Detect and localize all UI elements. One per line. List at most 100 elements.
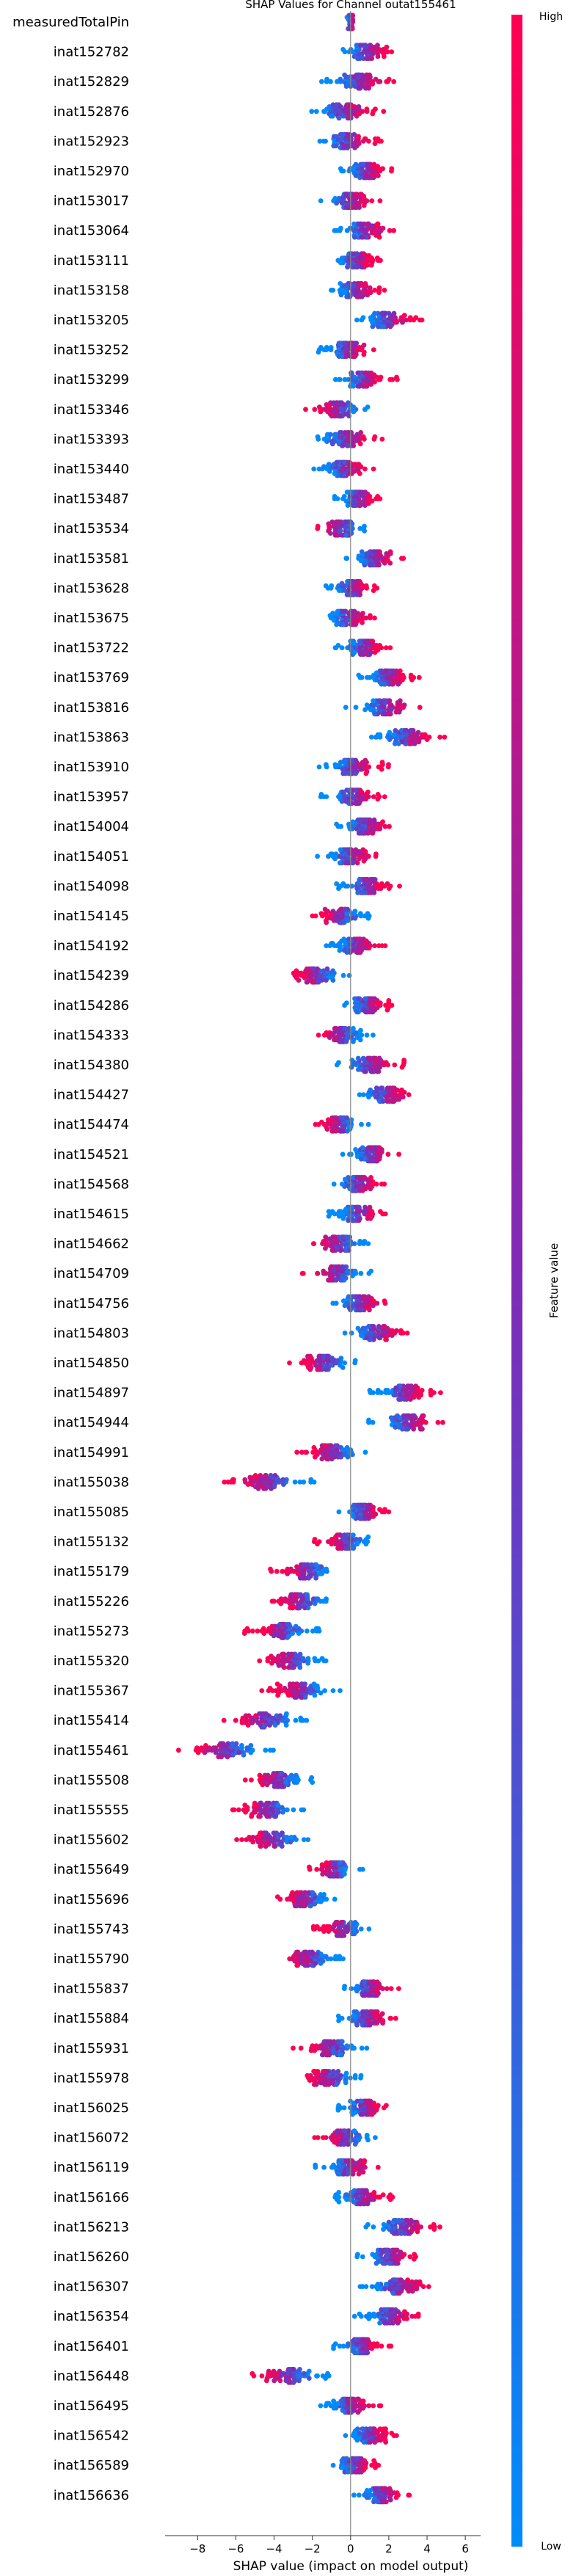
shap-point [341, 145, 346, 150]
shap-point [362, 856, 368, 862]
shap-point [249, 1813, 255, 1819]
shap-point [367, 817, 373, 823]
shap-point [343, 2070, 349, 2076]
shap-point [358, 558, 364, 564]
shap-point [320, 1958, 326, 1964]
shap-point [389, 1333, 395, 1338]
shap-point [387, 698, 393, 704]
shap-point [368, 549, 373, 555]
shap-point [343, 798, 349, 804]
shap-point [315, 1951, 320, 1957]
shap-point [347, 74, 353, 80]
shap-point [299, 1961, 305, 1966]
shap-point [352, 341, 357, 346]
shap-point [341, 2142, 347, 2147]
shap-point [372, 434, 378, 440]
shap-point [312, 407, 318, 412]
shap-point [305, 1592, 310, 1598]
shap-point [339, 1277, 345, 1283]
shap-point [342, 757, 348, 763]
shap-point [277, 1713, 283, 1719]
shap-point [307, 1367, 313, 1372]
shap-point [368, 370, 374, 376]
shap-point [325, 1456, 331, 1462]
shap-point [321, 1892, 327, 1897]
shap-point [324, 76, 329, 82]
shap-point [349, 1986, 354, 1992]
shap-point [319, 1456, 325, 1462]
shap-point [337, 860, 343, 866]
shap-point [381, 109, 387, 114]
shap-point [332, 471, 338, 476]
shap-point [376, 698, 382, 704]
shap-point [367, 674, 373, 680]
shap-point [395, 741, 401, 746]
shap-point [199, 1745, 204, 1751]
shap-point [380, 166, 385, 172]
shap-point [334, 2082, 340, 2087]
shap-point [343, 1115, 349, 1121]
shap-point [357, 1294, 362, 1300]
shap-point [397, 884, 402, 889]
shap-point [339, 1920, 345, 1925]
shap-point [357, 1537, 363, 1542]
shap-point [382, 823, 388, 829]
shap-point [356, 996, 362, 1002]
shap-point [365, 911, 371, 917]
shap-point [334, 459, 340, 465]
shap-point [298, 1890, 304, 1896]
shap-point [393, 2015, 398, 2021]
shap-point [319, 1571, 324, 1576]
shap-point [271, 1844, 277, 1849]
shap-point [213, 1745, 218, 1751]
shap-point [294, 1564, 299, 1570]
shap-point [351, 2045, 357, 2051]
shap-point [307, 966, 313, 972]
shap-point [259, 1688, 265, 1694]
shap-point [397, 668, 403, 674]
shap-point [314, 1866, 320, 1872]
shap-point [373, 106, 378, 112]
shap-point [343, 411, 349, 417]
shap-point [355, 890, 361, 895]
shap-point [288, 1835, 294, 1840]
shap-point [347, 341, 353, 346]
shap-point [388, 707, 394, 713]
shap-point [230, 1477, 236, 1482]
shap-point [334, 821, 339, 827]
shap-point [371, 1514, 376, 1519]
shap-point [242, 1778, 248, 1783]
shap-point [341, 1933, 347, 1938]
shap-point [284, 1835, 290, 1840]
shap-point [298, 2045, 304, 2051]
shap-point [338, 76, 343, 82]
shap-point [347, 787, 352, 793]
shap-point [349, 251, 354, 257]
shap-point [329, 583, 335, 589]
shap-point [257, 1772, 263, 1778]
shap-point [329, 915, 335, 921]
shap-point [368, 290, 373, 295]
shap-point [281, 1482, 286, 1487]
shap-point [341, 459, 347, 465]
shap-point [328, 531, 333, 536]
shap-point [401, 313, 407, 318]
shap-point [396, 1425, 402, 1430]
shap-point [355, 262, 361, 268]
shap-point [368, 735, 374, 740]
shap-point [315, 1686, 321, 1691]
shap-point [283, 1780, 289, 1786]
shap-point [315, 1596, 321, 1602]
shap-point [233, 1741, 239, 1747]
shap-point [343, 519, 349, 525]
shap-point [376, 324, 381, 330]
shap-point [350, 947, 356, 953]
shap-point [364, 1033, 370, 1038]
shap-point [342, 1303, 348, 1309]
shap-point [396, 1397, 401, 1402]
shap-point [328, 1243, 334, 1249]
shap-point [243, 1809, 248, 1815]
shap-point [321, 968, 327, 974]
shap-point [332, 1037, 337, 1043]
shap-point [349, 1331, 354, 1336]
